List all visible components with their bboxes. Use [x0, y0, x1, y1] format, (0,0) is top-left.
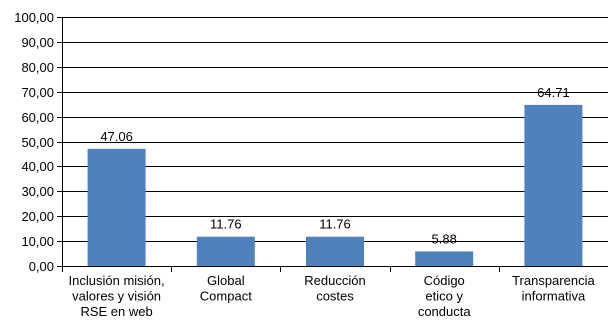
- data-label: 64.71: [537, 85, 570, 100]
- y-tick-label: 30,00: [21, 184, 54, 199]
- x-tick-label-line: informativa: [522, 289, 586, 304]
- bar: [196, 236, 255, 266]
- x-tick-label: Transparencia informativa: [512, 273, 595, 304]
- gridlines: [57, 17, 608, 267]
- bars: [87, 104, 583, 267]
- y-tick-label: 10,00: [21, 234, 54, 249]
- x-tick-label-line: Transparencia: [512, 273, 595, 288]
- x-tick-label-line: Inclusión misión,: [69, 273, 165, 288]
- x-tick-label-line: Código: [424, 273, 465, 288]
- y-tick-label: 40,00: [21, 159, 54, 174]
- y-tick-label: 60,00: [21, 110, 54, 125]
- y-tick-label: 50,00: [21, 135, 54, 150]
- x-tick-label: Código etico y conducta: [418, 273, 472, 319]
- data-label: 11.76: [210, 217, 242, 232]
- y-tick-label: 100,00: [14, 10, 54, 25]
- x-tick-label: Inclusión misión, valores y visión RSE en …: [69, 273, 165, 319]
- y-tick-label: 20,00: [21, 209, 54, 224]
- x-tick-label-line: Compact: [200, 289, 252, 304]
- y-tick-label: 0,00: [29, 259, 54, 274]
- y-tick-label: 70,00: [21, 85, 54, 100]
- x-tick-label-line: costes: [316, 289, 354, 304]
- data-label: 47.06: [100, 129, 133, 144]
- x-tick-label-line: RSE en web: [80, 304, 152, 319]
- x-tick-label: Reducción costes: [304, 273, 365, 304]
- bar: [87, 148, 146, 266]
- x-tick-label-line: Reducción: [304, 273, 365, 288]
- x-tick-label-line: conducta: [418, 304, 472, 319]
- x-tick-label: Global Compact: [200, 273, 252, 304]
- axes: [62, 17, 500, 272]
- y-tick-labels: 0,00 10,00 20,00 30,00 40,00 50,00 60,00 70,00 8…: [14, 10, 54, 274]
- bar: [415, 251, 474, 266]
- x-tick-labels: Inclusión misión, valores y visión RSE en …: [69, 273, 596, 319]
- x-tick-label-line: valores y visión: [72, 289, 161, 304]
- data-label: 11.76: [319, 217, 351, 232]
- bar: [524, 104, 583, 267]
- y-tick-label: 90,00: [21, 35, 54, 50]
- data-label: 5.88: [432, 231, 457, 246]
- bar: [306, 236, 364, 266]
- x-tick-label-line: Global: [207, 273, 245, 288]
- y-tick-label: 80,00: [21, 60, 54, 75]
- x-tick-label-line: etico y: [425, 289, 463, 304]
- data-labels: 47.06 11.76 11.76 5.88 64.71: [100, 85, 570, 246]
